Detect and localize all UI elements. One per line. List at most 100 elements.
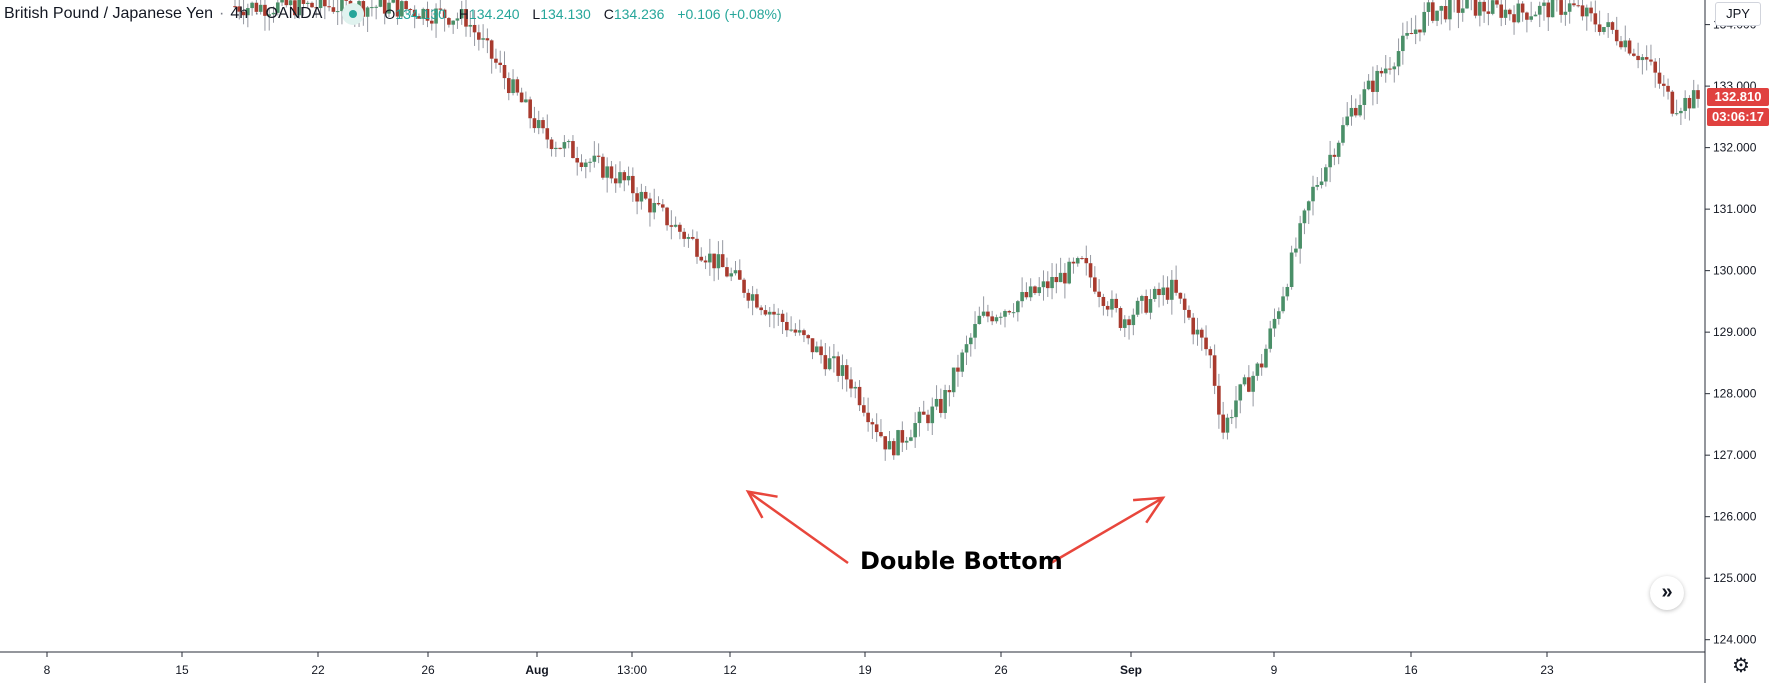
- candle-up: [951, 367, 956, 393]
- candle-down: [631, 175, 635, 194]
- candle-up: [814, 346, 819, 353]
- scroll-to-realtime-button[interactable]: »: [1650, 576, 1684, 610]
- candle-down: [823, 355, 828, 370]
- candle-up: [909, 437, 913, 441]
- candle-down: [241, 11, 246, 16]
- candle-up: [1328, 154, 1332, 168]
- candle-down: [382, 0, 387, 14]
- candle-up: [1281, 296, 1285, 312]
- interval[interactable]: 4h: [230, 5, 249, 22]
- currency-badge[interactable]: JPY: [1715, 2, 1761, 26]
- candle-up: [708, 253, 712, 263]
- candle-down: [489, 40, 494, 59]
- candle-down: [883, 436, 888, 450]
- time-tick-label: 16: [1404, 663, 1418, 677]
- candle-down: [417, 16, 421, 19]
- candle-down: [1199, 329, 1204, 338]
- candle-up: [1238, 384, 1243, 401]
- candle-up: [1405, 33, 1409, 36]
- candle-up: [1050, 277, 1054, 289]
- candle-down: [596, 155, 601, 157]
- candle-down: [695, 238, 699, 257]
- candle-up: [267, 14, 272, 16]
- candle-up: [1037, 287, 1042, 294]
- candle-down: [1007, 310, 1012, 313]
- candle-up: [588, 161, 592, 163]
- time-tick-label: Sep: [1120, 663, 1142, 677]
- settings-gear-icon[interactable]: ⚙: [1732, 655, 1750, 677]
- candle-down: [665, 207, 669, 226]
- candle-down: [699, 256, 704, 261]
- candle-down: [1217, 385, 1221, 415]
- candle-down: [464, 9, 468, 27]
- candle-up: [1503, 9, 1508, 18]
- chart-legend: British Pound / Japanese Yen · 4h · OAND…: [4, 2, 791, 26]
- candle-down: [323, 0, 327, 7]
- candle-down: [1486, 11, 1491, 14]
- candle-up: [258, 4, 263, 12]
- candle-down: [429, 20, 434, 24]
- time-tick-label: 19: [858, 663, 872, 677]
- candle-up: [1341, 125, 1345, 143]
- candle-up: [305, 2, 310, 4]
- candle-down: [1495, 0, 1499, 5]
- candle-up: [592, 155, 597, 162]
- candle-down: [506, 78, 511, 94]
- candle-down: [1614, 29, 1619, 42]
- candle-down: [1144, 296, 1148, 313]
- time-tick-label: 13:00: [617, 663, 647, 677]
- candle-down: [1182, 298, 1187, 310]
- candle-down: [1670, 91, 1675, 114]
- candle-up: [335, 11, 340, 13]
- candle-up: [930, 406, 935, 424]
- market-status-icon[interactable]: [342, 3, 365, 25]
- candle-down: [515, 79, 520, 93]
- candle-down: [1101, 296, 1106, 306]
- candle-up: [1679, 110, 1683, 114]
- candle-down: [494, 58, 498, 63]
- candle-down: [1632, 53, 1636, 56]
- candle-down: [1610, 22, 1615, 30]
- candle-up: [887, 441, 892, 450]
- candle-up: [1439, 6, 1444, 11]
- candle-up: [896, 430, 900, 456]
- candle-up: [1516, 3, 1521, 23]
- candle-up: [1366, 80, 1371, 90]
- candle-up: [832, 356, 836, 359]
- time-tick-label: 26: [421, 663, 435, 677]
- candle-up: [562, 142, 567, 149]
- candle-up: [1465, 0, 1469, 9]
- candle-down: [866, 412, 870, 423]
- candle-down: [1687, 97, 1692, 109]
- candle-down: [1054, 277, 1059, 283]
- symbol-name[interactable]: British Pound / Japanese Yen: [4, 5, 214, 22]
- candle-up: [673, 224, 678, 227]
- candle-down: [1097, 291, 1101, 297]
- candle-up: [1152, 288, 1157, 300]
- candle-up: [340, 0, 344, 12]
- candle-up: [977, 315, 982, 325]
- candle-down: [849, 379, 853, 389]
- candle-down: [293, 0, 297, 16]
- candle-down: [408, 9, 413, 11]
- candle-up: [1392, 66, 1397, 70]
- candle-up: [387, 2, 391, 14]
- candle-up: [318, 0, 323, 9]
- price-tick-label: 131.000: [1713, 202, 1757, 216]
- candle-down: [532, 118, 537, 129]
- candle-down: [1580, 5, 1585, 17]
- candle-up: [1110, 298, 1114, 310]
- candle-down: [412, 9, 417, 17]
- candle-up: [1140, 296, 1144, 301]
- candle-down: [575, 158, 580, 163]
- candle-up: [400, 1, 404, 17]
- candle-down: [1071, 261, 1076, 264]
- candle-down: [498, 62, 503, 65]
- price-tick-label: 132.000: [1713, 141, 1757, 155]
- candle-down: [613, 178, 618, 184]
- candle-up: [275, 2, 280, 13]
- candle-up: [1319, 181, 1324, 186]
- candle-down: [1178, 292, 1183, 299]
- price-tick-label: 130.000: [1713, 264, 1757, 278]
